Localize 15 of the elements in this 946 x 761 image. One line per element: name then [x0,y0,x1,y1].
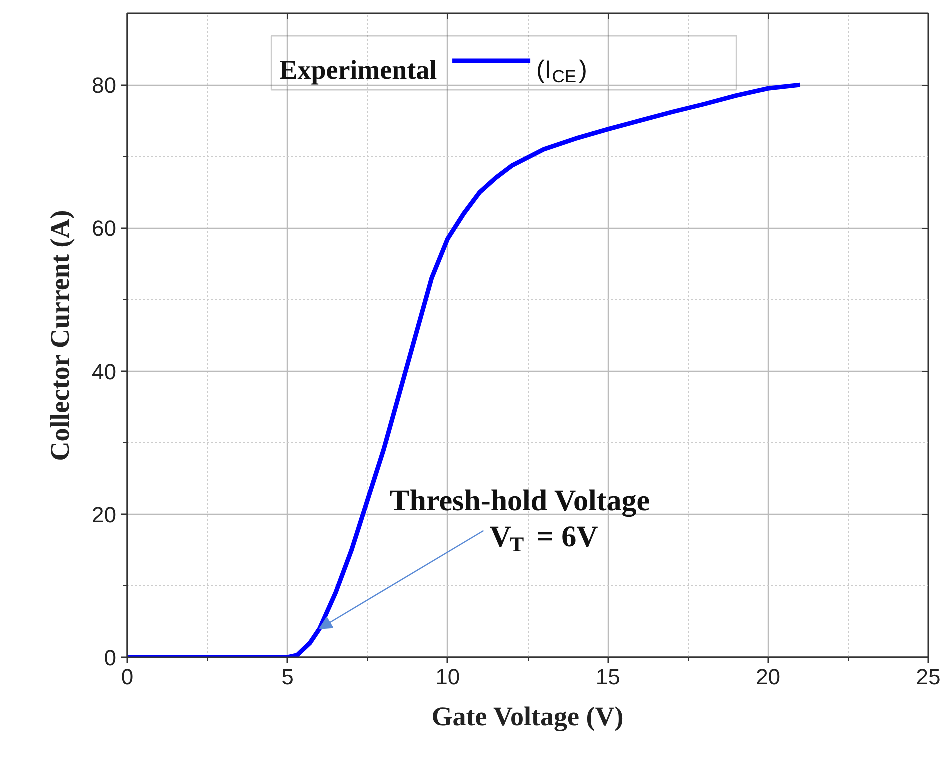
y-axis-title: Collector Current (A) [45,210,76,462]
y-tick-label: 0 [104,646,117,670]
y-tick-label: 20 [92,502,117,528]
legend-title: Experimental [280,55,438,86]
x-tick-label: 15 [596,664,620,690]
y-tick-label: 80 [92,73,117,98]
x-tick-label: 25 [916,664,941,690]
annotation: Thresh-hold Voltage [390,484,650,518]
x-tick-label: 20 [756,664,781,690]
x-tick-label: 0 [121,664,134,690]
x-tick-label: 10 [436,664,460,690]
x-axis-title: Gate Voltage (V) [432,702,624,732]
x-tick-label: 5 [282,664,294,690]
y-tick-label: 40 [92,359,117,384]
y-tick-label: 60 [92,216,117,242]
